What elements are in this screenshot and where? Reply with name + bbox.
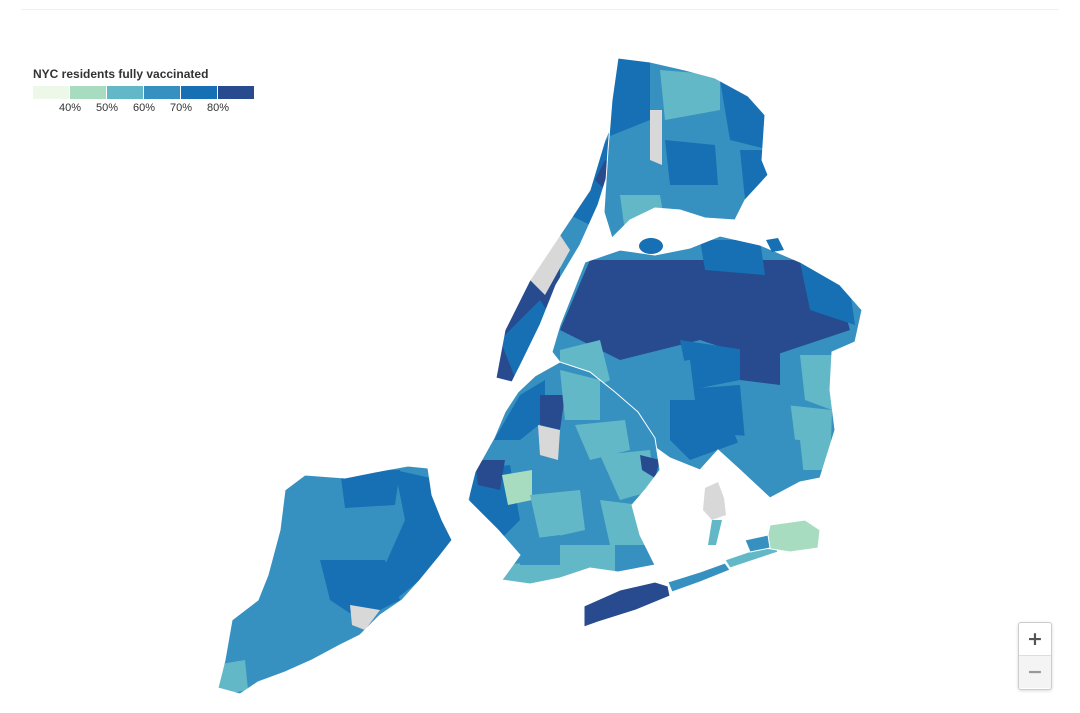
legend-tick-labels: 40% 50% 60% 70% 80%: [33, 102, 273, 116]
legend-swatch: [107, 86, 143, 99]
legend-tick-label: 80%: [206, 102, 230, 114]
region-rockaway[interactable]: [583, 519, 821, 628]
region-small-islands: [639, 238, 784, 254]
region-jamaica-bay: [703, 482, 726, 545]
top-divider: [22, 9, 1058, 10]
map-layer: [210, 50, 863, 700]
zoom-control: + −: [1018, 622, 1052, 690]
zoom-out-button[interactable]: −: [1019, 655, 1051, 688]
legend-tick-label: 40%: [58, 102, 82, 114]
legend-tick-label: 50%: [95, 102, 119, 114]
borough-bronx[interactable]: [600, 50, 780, 250]
legend-title: NYC residents fully vaccinated: [33, 67, 209, 81]
legend-swatch: [70, 86, 106, 99]
legend-swatch: [181, 86, 217, 99]
borough-statenisland[interactable]: [210, 460, 460, 700]
map-legend: NYC residents fully vaccinated 40% 50% 6…: [33, 67, 273, 116]
legend-swatch: [33, 86, 69, 99]
legend-color-scale: [33, 86, 273, 99]
legend-tick-label: 70%: [169, 102, 193, 114]
legend-swatch: [144, 86, 180, 99]
legend-tick-label: 60%: [132, 102, 156, 114]
legend-swatch: [218, 86, 254, 99]
zoom-in-button[interactable]: +: [1027, 628, 1043, 650]
